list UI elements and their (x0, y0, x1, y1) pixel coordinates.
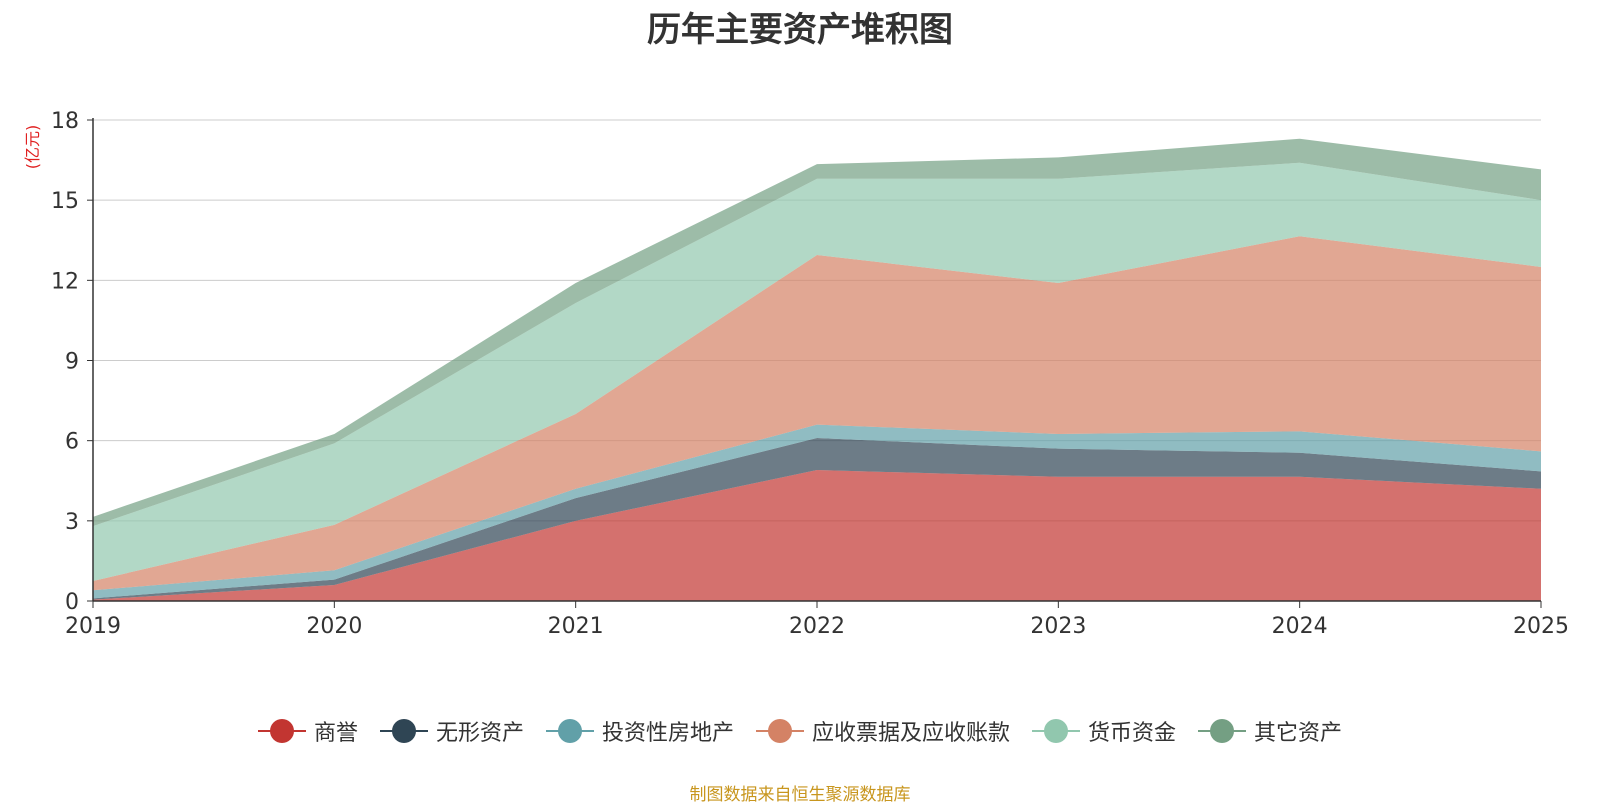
area-series-0 (93, 470, 1541, 601)
x-tick-label: 2022 (789, 614, 845, 639)
y-axis-unit-label: (亿元) (23, 125, 42, 170)
y-tick-label: 15 (51, 189, 79, 214)
legend-label: 应收票据及应收账款 (812, 721, 1011, 746)
legend-marker-icon (756, 719, 804, 743)
legend-item[interactable]: 其它资产 (1198, 715, 1342, 747)
x-tick-label: 2019 (65, 614, 121, 639)
y-tick-label: 18 (51, 109, 79, 134)
legend-label: 投资性房地产 (601, 721, 734, 746)
legend-marker-icon (379, 719, 428, 743)
x-tick-label: 2020 (306, 614, 362, 639)
legend-label: 货币资金 (1088, 721, 1177, 746)
y-tick-label: 6 (65, 430, 79, 455)
x-tick-label: 2024 (1272, 614, 1328, 639)
legend-item[interactable]: 应收票据及应收账款 (756, 715, 1010, 747)
source-note: 制图数据来自恒生聚源数据库 (689, 785, 911, 805)
y-tick-label: 9 (65, 350, 79, 375)
legend-label: 无形资产 (435, 721, 524, 746)
legend-item[interactable]: 商誉 (257, 715, 358, 747)
area-series-2 (93, 424, 1541, 599)
x-tick-label: 2021 (548, 614, 604, 639)
legend-label: 商誉 (313, 721, 358, 746)
y-tick-label: 0 (65, 590, 79, 615)
area-series-3 (93, 236, 1541, 591)
chart-title: 历年主要资产堆积图 (647, 10, 953, 50)
legend-item[interactable]: 无形资产 (379, 715, 524, 747)
legend-item[interactable]: 投资性房地产 (545, 715, 734, 747)
legend-item[interactable]: 货币资金 (1032, 715, 1176, 747)
y-tick-label: 3 (65, 510, 79, 535)
legend-marker-icon (1198, 719, 1247, 743)
y-tick-label: 12 (51, 269, 79, 294)
area-layer (93, 138, 1541, 601)
x-tick-label: 2023 (1030, 614, 1086, 639)
axis-layer: 0 3 6 9 12 15 18 2019 2020 2021 2022 2023 2024 2025 (51, 109, 1569, 639)
area-series-4 (93, 162, 1541, 581)
x-tick-label: 2025 (1513, 614, 1569, 639)
area-series-5 (93, 138, 1541, 527)
legend-label: 其它资产 (1254, 721, 1343, 746)
legend-marker-icon (545, 719, 594, 743)
legend-marker-icon (257, 719, 306, 743)
legend-marker-icon (1032, 719, 1081, 743)
legend: 商誉 无形资产 投资性房地产 应收票据及应收账款 货币资金 其它资产 (0, 715, 1600, 747)
